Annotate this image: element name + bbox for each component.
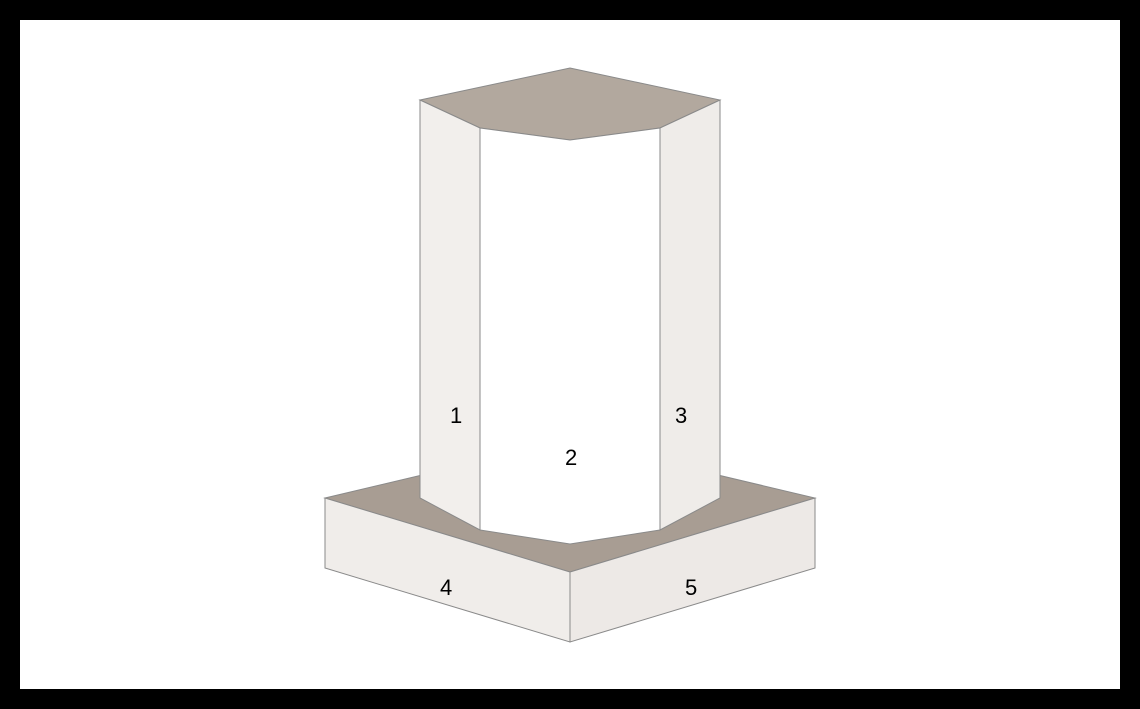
column-face-3 [660,100,720,530]
pedestal-diagram [20,20,1120,689]
column-face-2 [480,128,660,544]
label-face-1: 1 [450,403,462,429]
diagram-frame: 1 2 3 4 5 [20,20,1120,689]
label-face-5: 5 [685,575,697,601]
column-face-1 [420,100,480,530]
label-face-2: 2 [565,445,577,471]
label-face-3: 3 [675,403,687,429]
label-face-4: 4 [440,575,452,601]
